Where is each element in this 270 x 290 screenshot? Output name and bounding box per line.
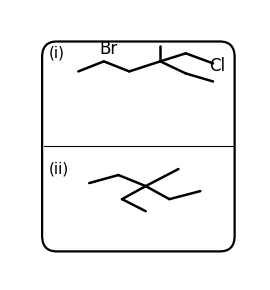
Text: (i): (i): [48, 45, 65, 60]
Text: (ii): (ii): [48, 161, 69, 176]
FancyBboxPatch shape: [42, 41, 235, 251]
Text: Cl: Cl: [210, 57, 226, 75]
Text: Br: Br: [99, 40, 117, 58]
